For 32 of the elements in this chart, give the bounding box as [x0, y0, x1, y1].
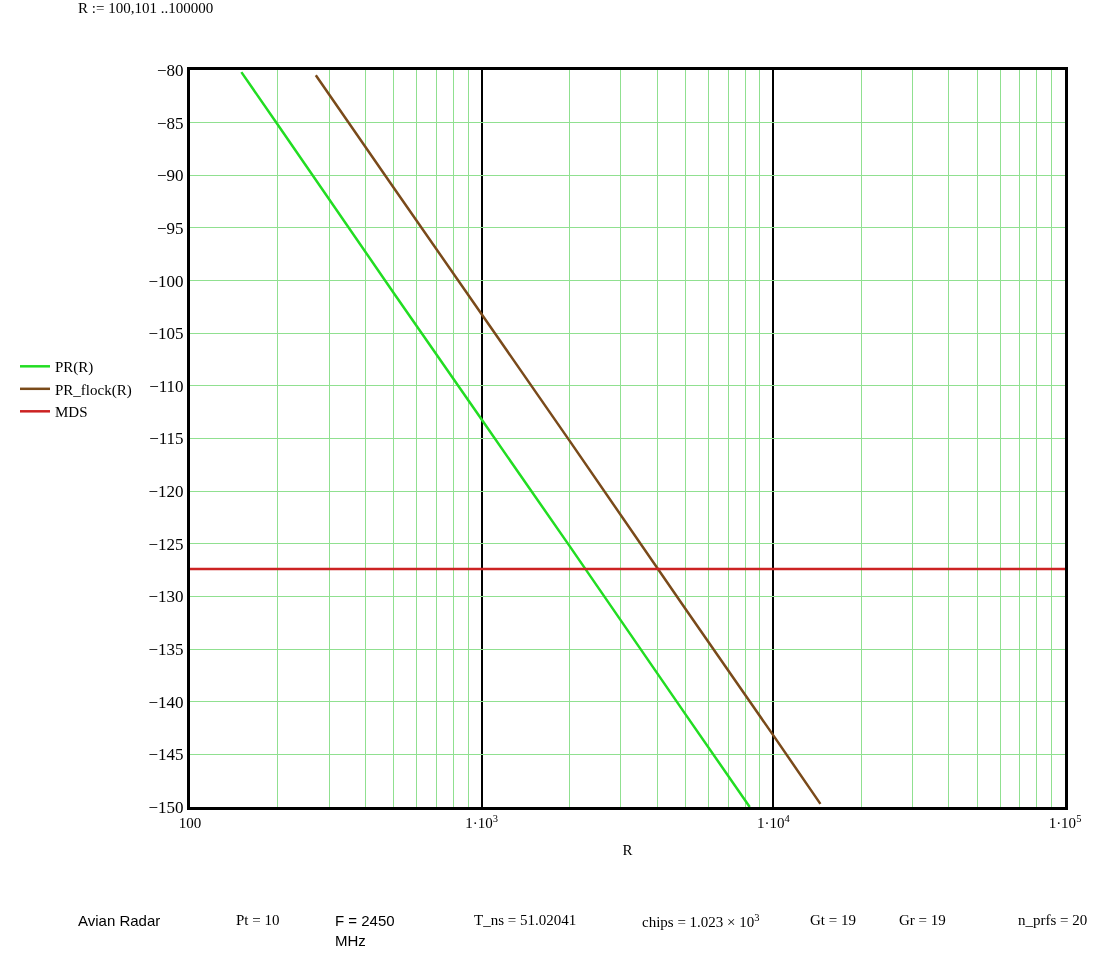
text: F = 2450 MHz — [335, 912, 395, 949]
y-tick-label: −150 — [148, 797, 184, 817]
y-tick-label: −130 — [148, 587, 184, 607]
y-tick-label: −140 — [148, 692, 184, 712]
x-tick-label: 1·10$^{5}$ — [1048, 812, 1082, 831]
text: Pt = 10 — [236, 912, 280, 928]
text: T_ns = 51.02041 — [474, 912, 577, 928]
y-tick-label: −90 — [157, 166, 184, 186]
y-tick-label: −115 — [149, 429, 184, 449]
y-tick-label: −110 — [149, 376, 184, 396]
x-tick-label: 1·10$^{3}$ — [465, 812, 499, 831]
legend-label: MDS — [55, 404, 88, 421]
x-axis-title: R — [622, 842, 633, 858]
legend-label: PR(R) — [55, 359, 94, 377]
y-tick-label: −100 — [148, 271, 184, 291]
x-tick-label: 100 — [178, 815, 202, 831]
y-tick-label: −80 — [157, 60, 184, 80]
text: Gr = 19 — [899, 912, 946, 928]
text: R := 100,101 ..100000 — [78, 0, 214, 16]
y-tick-label: −135 — [148, 640, 184, 660]
text: n_prfs = 20 — [1018, 912, 1088, 928]
x-tick-label: 1·10$^{4}$ — [756, 812, 791, 831]
y-tick-label: −95 — [157, 218, 184, 238]
y-tick-label: −85 — [157, 113, 184, 133]
y-tick-label: −145 — [148, 745, 184, 765]
legend-label: PR_flock(R) — [55, 381, 132, 399]
text: Gt = 19 — [810, 912, 856, 928]
text: chips = 1.023 × 10$^{3}$ — [642, 912, 760, 931]
text: Avian Radar — [78, 912, 161, 929]
y-tick-label: −105 — [148, 324, 184, 344]
y-tick-label: −125 — [148, 534, 184, 554]
y-tick-label: −120 — [148, 482, 184, 502]
